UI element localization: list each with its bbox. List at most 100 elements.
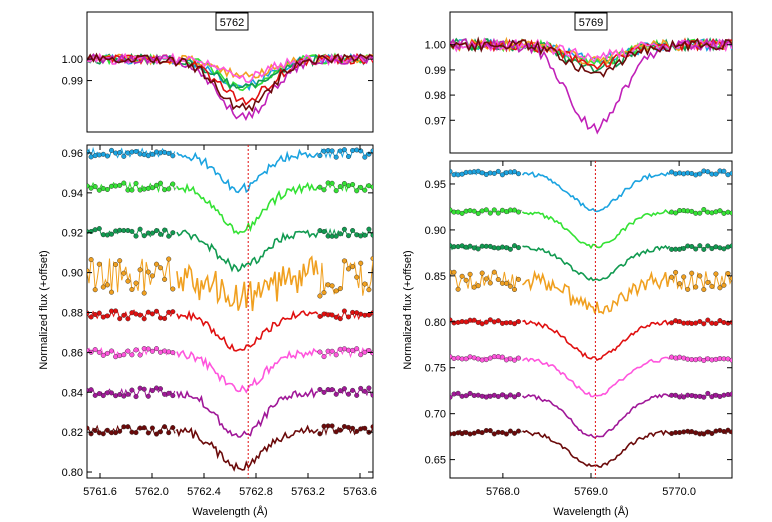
continuum-point-red bbox=[451, 320, 457, 326]
continuum-point-dark-red bbox=[104, 427, 110, 433]
continuum-point-purple bbox=[149, 388, 155, 394]
continuum-point-red bbox=[170, 309, 176, 315]
continuum-point-dark-green bbox=[317, 228, 323, 234]
spectrum-line-green bbox=[522, 209, 671, 250]
continuum-point-green bbox=[350, 181, 356, 187]
spectrum-line-red bbox=[176, 309, 319, 352]
continuum-point-orange bbox=[685, 286, 691, 292]
continuum-point-dark-green bbox=[346, 233, 352, 239]
continuum-point-blue bbox=[721, 168, 727, 174]
continuum-point-dark-green bbox=[516, 245, 522, 251]
continuum-point-dark-red bbox=[170, 425, 176, 431]
continuum-point-blue bbox=[121, 153, 127, 159]
top-spectrum-pink bbox=[450, 37, 732, 63]
x-tick-label: 5768.0 bbox=[486, 486, 520, 498]
y-tick-label: 0.95 bbox=[425, 179, 446, 191]
y-tick-label: 0.98 bbox=[425, 90, 446, 102]
continuum-point-purple bbox=[113, 393, 119, 399]
continuum-point-orange bbox=[321, 290, 327, 296]
continuum-point-blue bbox=[337, 148, 343, 154]
continuum-point-blue bbox=[137, 151, 143, 157]
axis-ticks: 5768.0 5769.0 5770.0 0.97 0.98 0.99 1.00 0.65 0.… bbox=[425, 40, 732, 498]
continuum-point-purple bbox=[145, 393, 151, 399]
continuum-point-blue bbox=[329, 148, 335, 154]
chart-title: 5762 bbox=[220, 17, 244, 29]
continuum-point-dark-red bbox=[88, 431, 94, 437]
continuum-point-dark-green bbox=[701, 246, 707, 252]
continuum-point-blue bbox=[108, 147, 114, 153]
continuum-point-purple bbox=[341, 386, 347, 392]
continuum-point-purple bbox=[166, 390, 172, 396]
continuum-point-red bbox=[149, 311, 155, 317]
continuum-point-purple bbox=[512, 394, 518, 400]
continuum-point-dark-green bbox=[677, 246, 683, 252]
continuum-point-purple bbox=[503, 394, 509, 400]
spectrum-line-pink bbox=[176, 347, 318, 394]
continuum-point-orange bbox=[709, 283, 715, 289]
continuum-point-pink bbox=[100, 352, 106, 358]
continuum-point-orange bbox=[87, 268, 90, 274]
continuum-point-orange bbox=[354, 274, 360, 280]
continuum-point-orange bbox=[133, 280, 139, 286]
continuum-point-dark-green bbox=[149, 230, 155, 236]
continuum-point-blue bbox=[133, 148, 139, 154]
continuum-point-orange bbox=[669, 274, 675, 280]
top-spectrum-magenta bbox=[450, 37, 732, 135]
continuum-point-dark-green bbox=[507, 246, 513, 252]
continuum-point-red bbox=[153, 308, 159, 314]
continuum-point-orange bbox=[717, 285, 723, 291]
continuum-point-dark-red bbox=[341, 424, 347, 430]
continuum-point-pink bbox=[673, 355, 679, 361]
continuum-point-blue bbox=[129, 149, 135, 155]
continuum-point-pink bbox=[729, 357, 732, 363]
continuum-point-dark-red bbox=[321, 423, 327, 429]
continuum-point-dark-red bbox=[467, 431, 473, 437]
continuum-point-dark-green bbox=[321, 229, 327, 235]
spectrum-trace-green bbox=[450, 208, 732, 249]
continuum-point-red bbox=[512, 321, 518, 327]
continuum-point-pink bbox=[137, 352, 143, 358]
continuum-point-dark-red bbox=[346, 424, 352, 430]
y-axis-label: Normalized flux (+offset) bbox=[402, 250, 414, 369]
spectrum-line-blue bbox=[521, 171, 671, 213]
continuum-point-green bbox=[491, 207, 497, 213]
continuum-point-dark-red bbox=[709, 431, 715, 437]
continuum-point-green bbox=[113, 183, 119, 189]
continuum-point-green bbox=[133, 180, 139, 186]
continuum-point-orange bbox=[503, 280, 509, 286]
continuum-point-blue bbox=[370, 148, 373, 154]
continuum-point-green bbox=[137, 187, 143, 193]
continuum-point-green bbox=[354, 188, 360, 194]
continuum-point-purple bbox=[450, 394, 453, 400]
continuum-point-dark-green bbox=[162, 227, 168, 233]
continuum-point-red bbox=[113, 308, 119, 314]
continuum-point-dark-green bbox=[104, 232, 110, 238]
continuum-point-blue bbox=[87, 149, 90, 155]
continuum-point-purple bbox=[483, 394, 489, 400]
continuum-point-green bbox=[516, 209, 522, 215]
continuum-point-pink bbox=[162, 348, 168, 354]
continuum-point-purple bbox=[129, 387, 135, 393]
continuum-point-green bbox=[87, 183, 90, 189]
continuum-point-blue bbox=[729, 170, 732, 176]
continuum-point-orange bbox=[467, 271, 473, 277]
continuum-point-dark-red bbox=[350, 425, 356, 431]
continuum-point-red bbox=[87, 310, 90, 316]
continuum-point-red bbox=[341, 308, 347, 314]
continuum-point-dark-red bbox=[145, 430, 151, 436]
y-tick-label: 0.65 bbox=[425, 455, 446, 467]
continuum-point-orange bbox=[162, 276, 168, 282]
continuum-point-pink bbox=[512, 357, 518, 363]
y-tick-label: 0.90 bbox=[62, 268, 83, 280]
continuum-point-red bbox=[495, 318, 501, 324]
continuum-point-dark-green bbox=[333, 233, 339, 239]
top-panel-plot bbox=[87, 52, 373, 121]
continuum-point-green bbox=[333, 188, 339, 194]
continuum-point-red bbox=[507, 320, 513, 326]
y-tick-label: 0.85 bbox=[425, 271, 446, 283]
continuum-point-green bbox=[317, 184, 323, 190]
continuum-point-purple bbox=[467, 390, 473, 396]
continuum-point-pink bbox=[113, 354, 119, 360]
continuum-point-purple bbox=[317, 387, 323, 393]
continuum-point-blue bbox=[507, 169, 513, 175]
